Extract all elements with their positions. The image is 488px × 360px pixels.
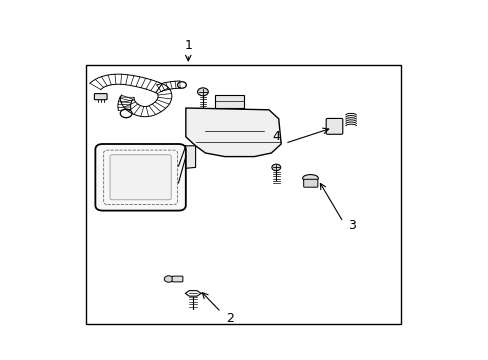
Polygon shape — [185, 108, 281, 157]
FancyBboxPatch shape — [303, 179, 317, 187]
FancyBboxPatch shape — [110, 155, 171, 200]
FancyBboxPatch shape — [172, 276, 183, 282]
Text: 4: 4 — [272, 130, 280, 143]
Ellipse shape — [302, 175, 318, 182]
Circle shape — [164, 276, 173, 282]
FancyBboxPatch shape — [95, 144, 185, 211]
FancyBboxPatch shape — [94, 94, 107, 100]
Polygon shape — [215, 95, 244, 108]
Polygon shape — [168, 146, 195, 169]
Circle shape — [271, 164, 280, 171]
Bar — [85, 65, 400, 324]
FancyBboxPatch shape — [325, 118, 342, 134]
Text: 1: 1 — [184, 39, 192, 51]
Circle shape — [197, 88, 208, 96]
Text: 3: 3 — [347, 219, 355, 231]
Text: 2: 2 — [225, 312, 233, 325]
